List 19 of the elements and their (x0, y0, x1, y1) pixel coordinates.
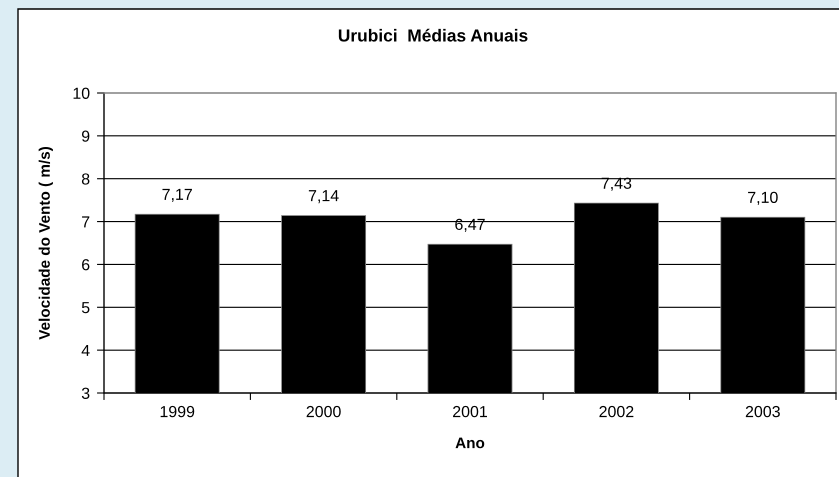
x-tick-label: 2002 (599, 406, 634, 418)
y-tick-label: 3 (82, 388, 90, 399)
y-tick-label: 10 (74, 88, 90, 99)
y-tick-label: 9 (82, 130, 90, 142)
x-axis-title: Ano (456, 438, 484, 448)
x-tick-label: 1999 (160, 406, 194, 418)
y-axis-title: Velocidade do Vento ( m/s) (38, 146, 53, 340)
y-tick-label: 6 (82, 259, 90, 270)
data-label: 7,17 (162, 188, 192, 202)
y-tick-label: 5 (82, 302, 90, 314)
x-tick-label: 2001 (453, 406, 487, 418)
x-tick-label: 2000 (306, 406, 341, 418)
y-tick-label: 8 (82, 173, 90, 185)
y-tick-label: 4 (82, 344, 90, 356)
data-label: 7,14 (308, 190, 339, 204)
x-tick-label: 2003 (746, 406, 780, 418)
y-tick-label: 7 (82, 216, 90, 228)
data-label: 7,10 (748, 192, 778, 205)
chart-title: Urubici Médias Anuais (338, 28, 528, 42)
